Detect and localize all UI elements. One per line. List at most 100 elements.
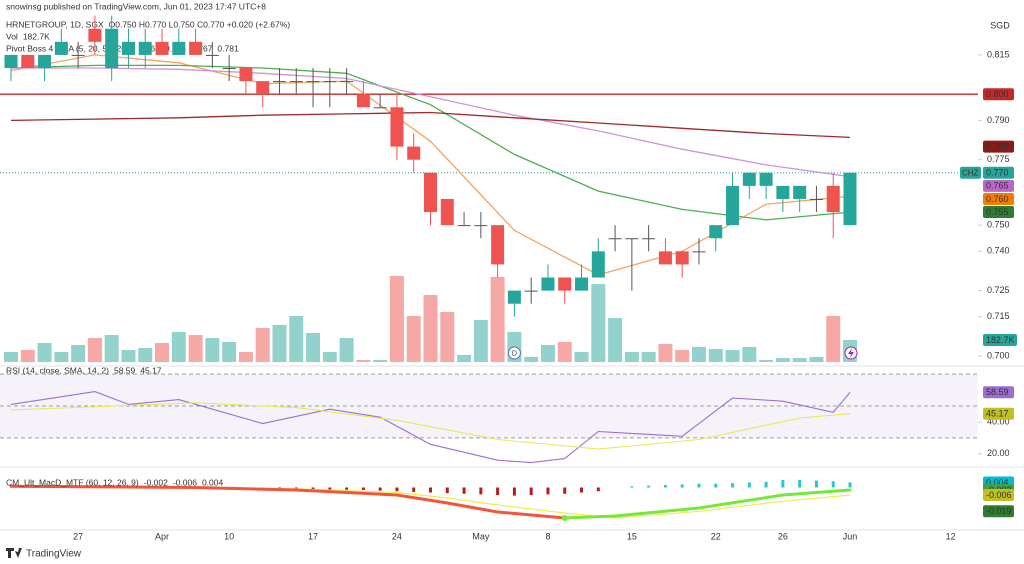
macd-histogram-bar bbox=[697, 483, 701, 488]
y-tick-label: 0.790 bbox=[987, 115, 1010, 125]
volume-bar bbox=[389, 276, 404, 362]
candle-body bbox=[407, 146, 421, 160]
macd-histogram-bar bbox=[395, 487, 399, 492]
volume-bar bbox=[675, 349, 690, 362]
price-badge-label: 0.780 bbox=[986, 141, 1009, 151]
volume-bar bbox=[708, 348, 723, 362]
candle-body bbox=[272, 81, 286, 83]
macd-histogram-bar bbox=[496, 487, 500, 495]
macd-histogram-bar bbox=[445, 487, 449, 494]
candle-body bbox=[591, 251, 605, 278]
y-tick-label: 40.00 bbox=[987, 416, 1010, 426]
volume-bar bbox=[138, 348, 153, 362]
y-tick-label: 0.700 bbox=[987, 350, 1010, 360]
candle-body bbox=[575, 277, 589, 291]
candle-body bbox=[507, 290, 521, 304]
x-tick-label: 10 bbox=[224, 531, 234, 541]
candle-body bbox=[88, 28, 102, 42]
price-badge bbox=[983, 386, 1014, 399]
event-icon bbox=[844, 346, 858, 360]
macd-value: -0.002 bbox=[144, 477, 168, 487]
macd-histogram-bar bbox=[630, 486, 634, 488]
indicator-label: Pivot Boss 4 EMA (5, 20, 50, 200) bbox=[6, 43, 134, 53]
candle-body bbox=[390, 107, 404, 147]
volume-bar bbox=[658, 344, 673, 362]
candle-body bbox=[172, 41, 186, 55]
volume-bar bbox=[691, 346, 706, 362]
candle-body bbox=[189, 41, 203, 55]
macd-histogram-bar bbox=[462, 487, 466, 494]
volume-bar bbox=[524, 356, 539, 362]
volume-bar bbox=[624, 352, 639, 362]
volume-bar bbox=[20, 349, 35, 362]
macd-histogram-bar bbox=[512, 487, 516, 496]
macd-histogram-bar bbox=[831, 481, 835, 488]
x-tick-label: 12 bbox=[946, 531, 956, 541]
brand: TradingView bbox=[26, 549, 82, 560]
macd-histogram-bar bbox=[580, 487, 584, 493]
price-badge bbox=[983, 333, 1017, 346]
indicator-value: 0.781 bbox=[217, 43, 239, 53]
macd-value: -0.006 bbox=[173, 477, 197, 487]
x-tick-label: 22 bbox=[711, 531, 721, 541]
price-badge-label: 0.760 bbox=[986, 194, 1009, 204]
candle-body bbox=[474, 225, 488, 227]
candle-body bbox=[155, 41, 169, 55]
price-badge bbox=[983, 505, 1014, 518]
x-tick-label: May bbox=[472, 531, 490, 541]
macd-histogram-bar bbox=[814, 480, 818, 488]
y-tick-label: 0.715 bbox=[987, 311, 1010, 321]
y-tick-label: 0.740 bbox=[987, 246, 1010, 256]
brand-logo: TradingView bbox=[6, 548, 82, 560]
candle-body bbox=[306, 81, 320, 83]
event-bolt bbox=[848, 348, 854, 358]
macd-histogram-bar bbox=[798, 480, 802, 488]
price-badge bbox=[983, 88, 1014, 101]
price-badge bbox=[983, 192, 1014, 205]
price-badge-label: 0.755 bbox=[986, 207, 1009, 217]
volume-bar bbox=[641, 352, 656, 362]
macd-histogram-bar bbox=[479, 487, 483, 495]
y-tick-label: 0.725 bbox=[987, 285, 1010, 295]
candle-body bbox=[658, 251, 672, 265]
candle-body bbox=[121, 41, 135, 55]
candle-body bbox=[4, 54, 18, 69]
volume-bar bbox=[742, 346, 757, 362]
volume-bar bbox=[222, 342, 237, 362]
volume-bar bbox=[339, 338, 354, 362]
dividend-circle bbox=[507, 346, 521, 360]
volume-bar bbox=[289, 315, 304, 362]
candle-body bbox=[776, 185, 790, 199]
macd-histogram-bar bbox=[345, 487, 349, 490]
macd-histogram-bar bbox=[311, 487, 315, 490]
macd-histogram-bar bbox=[412, 487, 416, 492]
volume-bar bbox=[205, 338, 220, 362]
candle-body bbox=[256, 81, 270, 95]
volume-bar bbox=[4, 352, 18, 362]
candle-body bbox=[809, 198, 823, 200]
candle-body bbox=[642, 238, 656, 240]
macd-histogram-bar bbox=[563, 487, 567, 494]
price-badge bbox=[983, 407, 1014, 420]
volume-bar bbox=[272, 325, 287, 362]
candle-body bbox=[709, 225, 723, 239]
macd-histogram-bar bbox=[848, 482, 852, 488]
candle-body bbox=[608, 238, 622, 240]
y-tick-label: 0.815 bbox=[987, 49, 1010, 59]
volume-bar bbox=[608, 318, 623, 362]
macd-line bbox=[9, 484, 567, 520]
candle-body bbox=[759, 172, 773, 186]
price-badge bbox=[983, 140, 1014, 153]
price-badge bbox=[983, 166, 1014, 179]
symbol-tag-label: CHZ bbox=[962, 168, 979, 177]
volume-bar bbox=[775, 358, 790, 362]
macd-histogram-bar bbox=[764, 481, 768, 488]
x-tick-label: Jun bbox=[843, 531, 858, 541]
candle-body bbox=[138, 41, 152, 55]
volume-bar bbox=[423, 295, 438, 362]
volume-bar bbox=[155, 342, 170, 362]
y-tick-label: 0.750 bbox=[987, 220, 1010, 230]
candle-body bbox=[625, 238, 639, 240]
ohlc: O0.750 H0.770 L0.750 C0.770 +0.020 (+2.6… bbox=[109, 19, 291, 29]
